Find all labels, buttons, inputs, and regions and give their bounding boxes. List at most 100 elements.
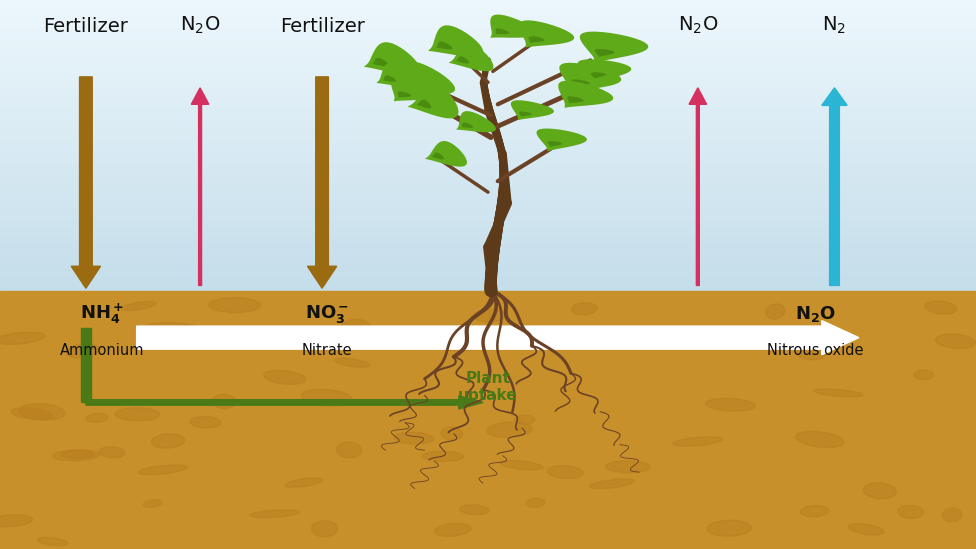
Polygon shape	[519, 111, 532, 116]
Polygon shape	[393, 61, 455, 94]
Ellipse shape	[706, 399, 755, 411]
FancyArrow shape	[86, 396, 483, 409]
Polygon shape	[456, 111, 496, 132]
Text: $\mathregular{NO_3^-}$: $\mathregular{NO_3^-}$	[305, 303, 349, 325]
Ellipse shape	[0, 514, 32, 527]
Ellipse shape	[0, 332, 45, 344]
Ellipse shape	[393, 432, 434, 444]
Ellipse shape	[250, 510, 300, 518]
Ellipse shape	[605, 461, 650, 473]
Ellipse shape	[61, 450, 95, 458]
Polygon shape	[462, 122, 473, 128]
Ellipse shape	[814, 389, 863, 397]
Ellipse shape	[796, 348, 826, 360]
Text: $\mathregular{N_2O}$: $\mathregular{N_2O}$	[794, 304, 835, 324]
Ellipse shape	[38, 537, 67, 546]
Polygon shape	[428, 25, 483, 57]
FancyArrow shape	[689, 88, 707, 285]
Ellipse shape	[302, 389, 352, 406]
Ellipse shape	[19, 404, 65, 420]
Ellipse shape	[898, 505, 923, 518]
Ellipse shape	[53, 450, 100, 461]
Ellipse shape	[487, 422, 532, 438]
Text: $\mathregular{N_2O}$: $\mathregular{N_2O}$	[677, 14, 718, 36]
Polygon shape	[431, 153, 444, 159]
Ellipse shape	[686, 328, 710, 341]
Ellipse shape	[143, 500, 162, 507]
FancyArrow shape	[71, 77, 101, 288]
Ellipse shape	[285, 478, 323, 488]
Ellipse shape	[423, 451, 464, 462]
Polygon shape	[425, 141, 467, 167]
Ellipse shape	[209, 298, 261, 312]
Ellipse shape	[11, 408, 53, 420]
FancyArrow shape	[822, 88, 847, 285]
Ellipse shape	[684, 337, 729, 344]
Polygon shape	[456, 56, 469, 64]
Polygon shape	[490, 14, 537, 38]
Ellipse shape	[434, 523, 471, 536]
Text: Nitrous oxide: Nitrous oxide	[767, 343, 863, 358]
Ellipse shape	[190, 417, 222, 428]
Ellipse shape	[526, 498, 545, 507]
Ellipse shape	[644, 341, 675, 349]
Ellipse shape	[212, 394, 236, 408]
Polygon shape	[559, 63, 621, 92]
Polygon shape	[402, 79, 420, 88]
Ellipse shape	[335, 358, 370, 367]
Ellipse shape	[151, 434, 184, 448]
Ellipse shape	[460, 505, 489, 514]
Text: Plant
uptake: Plant uptake	[458, 371, 518, 404]
Ellipse shape	[766, 304, 785, 319]
Ellipse shape	[86, 413, 108, 422]
FancyArrow shape	[137, 321, 859, 355]
Text: Fertilizer: Fertilizer	[280, 16, 364, 36]
Ellipse shape	[121, 301, 156, 311]
Polygon shape	[377, 63, 422, 88]
Ellipse shape	[100, 447, 125, 458]
Ellipse shape	[474, 309, 506, 322]
Polygon shape	[397, 92, 411, 97]
Ellipse shape	[914, 370, 933, 379]
Ellipse shape	[935, 334, 975, 349]
Text: Ammonium: Ammonium	[61, 343, 144, 358]
Polygon shape	[417, 99, 431, 108]
FancyArrow shape	[191, 88, 209, 285]
Polygon shape	[578, 59, 631, 83]
Ellipse shape	[848, 524, 884, 535]
FancyArrow shape	[81, 328, 91, 402]
Ellipse shape	[139, 465, 187, 475]
Ellipse shape	[341, 320, 370, 335]
Polygon shape	[391, 78, 437, 101]
Ellipse shape	[943, 508, 962, 522]
Polygon shape	[519, 20, 574, 47]
Polygon shape	[383, 75, 396, 82]
Polygon shape	[528, 36, 545, 43]
Polygon shape	[537, 128, 587, 151]
Text: $\mathregular{NH_4^+}$: $\mathregular{NH_4^+}$	[80, 302, 125, 326]
Ellipse shape	[311, 520, 338, 537]
Ellipse shape	[707, 520, 752, 536]
Polygon shape	[571, 80, 590, 87]
Polygon shape	[510, 100, 553, 120]
Ellipse shape	[443, 343, 486, 351]
Polygon shape	[558, 81, 613, 108]
Polygon shape	[496, 29, 509, 34]
Text: Nitrate: Nitrate	[302, 343, 352, 358]
Ellipse shape	[441, 427, 463, 440]
Polygon shape	[436, 41, 452, 49]
Ellipse shape	[337, 442, 361, 458]
Polygon shape	[594, 49, 615, 57]
Ellipse shape	[115, 407, 159, 421]
Polygon shape	[449, 44, 494, 71]
Ellipse shape	[500, 461, 543, 470]
Ellipse shape	[264, 371, 306, 384]
Ellipse shape	[590, 479, 634, 489]
Ellipse shape	[673, 436, 722, 446]
Ellipse shape	[863, 483, 896, 499]
Ellipse shape	[548, 466, 583, 479]
Polygon shape	[548, 141, 562, 147]
FancyArrow shape	[307, 77, 337, 288]
Polygon shape	[580, 32, 648, 63]
Bar	[0, 291, 976, 549]
